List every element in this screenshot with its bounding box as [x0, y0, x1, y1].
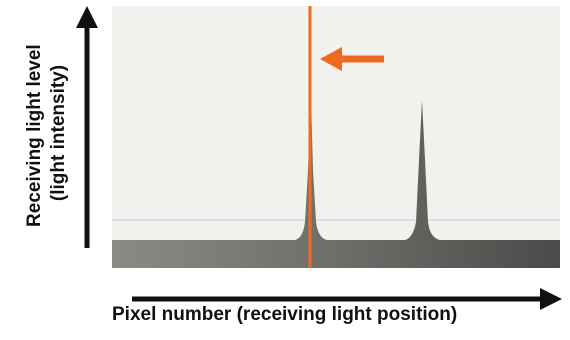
x-axis-label: Pixel number (receiving light position) [112, 304, 458, 325]
y-axis-label-line-1: Receiving light level [24, 44, 45, 227]
x-axis-arrow [132, 288, 562, 310]
light-profile [112, 96, 560, 268]
left-arrow-icon [320, 47, 384, 71]
y-axis-label: Receiving light level (light intensity) [24, 39, 69, 227]
plot-area [112, 6, 560, 268]
y-axis-label-line-2: (light intensity) [48, 65, 69, 201]
y-axis-arrow [76, 6, 98, 248]
